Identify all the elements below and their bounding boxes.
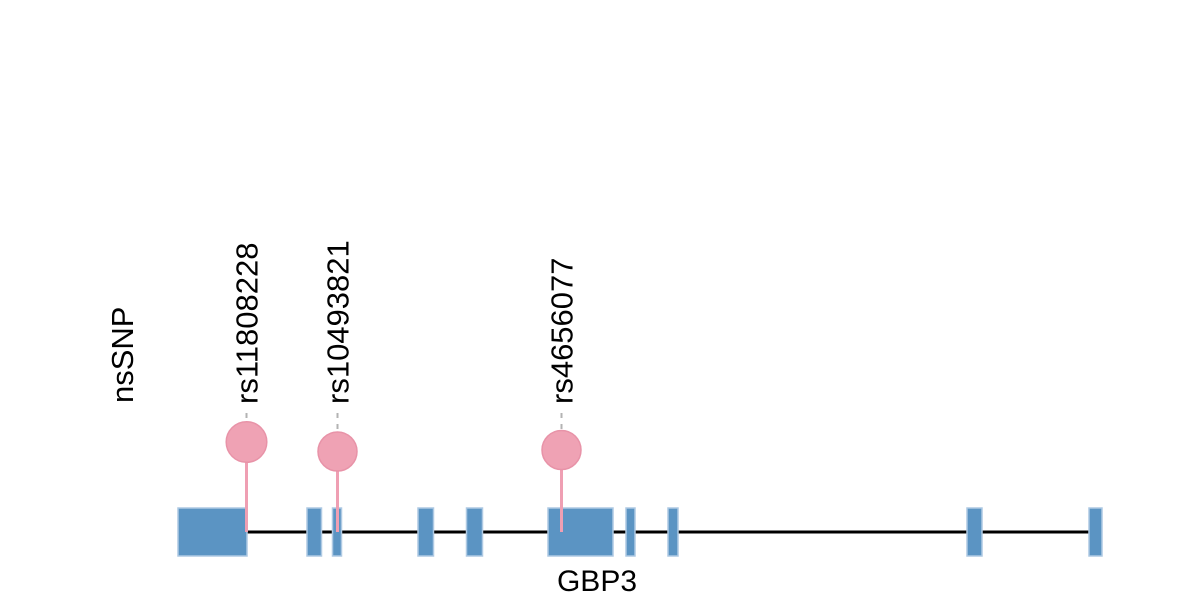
exon-rect	[625, 507, 636, 557]
snp-circle	[541, 429, 582, 471]
snp-label: rs11808228	[230, 243, 265, 404]
exon-rect	[966, 507, 983, 557]
snp-label: rs4656077	[545, 257, 580, 404]
exon-rect	[547, 507, 614, 557]
snp-label: rs10493821	[321, 240, 356, 404]
exon-rect	[177, 507, 248, 557]
snp-circle	[225, 420, 268, 464]
exon-rect	[1088, 507, 1103, 557]
gene-label: GBP3	[557, 565, 637, 598]
exon-rect	[465, 507, 484, 557]
exon-rect	[417, 507, 435, 557]
exon-rect	[306, 507, 323, 557]
track-label: nsSNP	[105, 307, 140, 403]
exon-rect	[667, 507, 679, 557]
snp-circle	[317, 431, 358, 472]
